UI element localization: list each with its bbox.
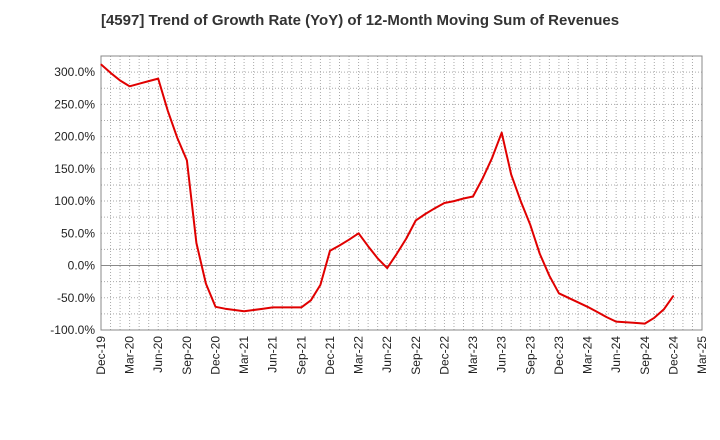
data-point (548, 275, 550, 277)
data-point (357, 232, 360, 234)
x-tick-label: Dec-24 (666, 336, 680, 375)
data-point (529, 224, 531, 226)
x-tick-label: Mar-21 (237, 336, 251, 374)
data-point (453, 200, 455, 202)
x-tick-label: Jun-22 (380, 336, 394, 373)
x-tick-label: Mar-20 (123, 336, 137, 374)
y-tick-label: 200.0% (54, 130, 95, 144)
data-point (596, 311, 598, 313)
data-point (224, 308, 226, 310)
data-point (625, 321, 627, 323)
x-tick-label: Dec-22 (437, 336, 451, 375)
data-point (176, 137, 178, 139)
data-point (109, 72, 112, 74)
data-point (195, 242, 197, 244)
chart-title: [4597] Trend of Growth Rate (YoY) of 12-… (100, 12, 620, 29)
x-tick-label: Jun-24 (609, 336, 623, 373)
y-tick-label: 0.0% (68, 259, 96, 273)
x-tick-label: Sep-22 (409, 336, 423, 375)
x-tick-label: Mar-23 (466, 336, 480, 374)
data-point (586, 306, 589, 308)
x-tick-label: Jun-21 (266, 336, 280, 373)
y-tick-label: -100.0% (50, 323, 95, 337)
data-point (462, 197, 465, 200)
data-point (262, 308, 264, 310)
data-point (310, 299, 312, 301)
data-point (501, 132, 503, 134)
data-point (253, 309, 255, 311)
data-point (520, 200, 522, 202)
data-point (472, 195, 474, 198)
data-point (539, 253, 541, 255)
x-tick-label: Dec-20 (208, 336, 222, 375)
data-point (396, 253, 398, 255)
data-point (119, 79, 121, 82)
data-point (606, 316, 608, 318)
data-point (558, 292, 560, 294)
data-point (281, 306, 283, 309)
data-point (338, 244, 341, 247)
data-point (329, 250, 331, 252)
data-point (377, 257, 379, 260)
data-point (653, 317, 655, 319)
data-point (129, 85, 131, 87)
x-tick-label: Sep-21 (294, 336, 308, 375)
data-point (272, 306, 274, 309)
data-point (167, 110, 169, 112)
plot-area (100, 55, 703, 331)
y-tick-label: -50.0% (57, 291, 95, 305)
x-tick-label: Sep-20 (180, 336, 194, 375)
data-point (634, 322, 636, 324)
data-point (386, 267, 388, 269)
x-tick-label: Mar-22 (352, 336, 366, 374)
y-tick-label: 100.0% (54, 194, 95, 208)
data-point (510, 174, 512, 176)
data-point (214, 306, 217, 308)
x-tick-label: Dec-21 (323, 336, 337, 375)
data-point (186, 159, 188, 162)
data-point (663, 308, 665, 310)
data-point (319, 284, 322, 286)
data-point (672, 295, 674, 297)
data-point (100, 63, 102, 65)
data-point (405, 237, 407, 240)
data-point (148, 80, 150, 82)
data-point (424, 213, 426, 215)
x-tick-label: Jun-23 (495, 336, 509, 373)
y-tick-label: 150.0% (54, 162, 95, 176)
y-tick-label: 50.0% (61, 226, 95, 240)
data-point (615, 321, 617, 323)
data-point (443, 202, 446, 204)
y-tick-label: 300.0% (54, 65, 95, 79)
x-tick-label: Sep-23 (523, 336, 537, 375)
data-point (291, 306, 293, 309)
x-tick-label: Sep-24 (638, 336, 652, 375)
x-tick-label: Dec-19 (94, 336, 108, 375)
data-point (367, 245, 369, 247)
data-point (348, 239, 350, 241)
data-point (434, 207, 436, 209)
data-point (577, 301, 579, 303)
data-point (644, 322, 646, 325)
data-point (233, 309, 236, 311)
x-tick-label: Jun-20 (151, 336, 165, 373)
x-tick-label: Mar-24 (581, 336, 595, 374)
data-point (138, 83, 140, 85)
y-axis-tick-labels: -100.0% -50.0% 0.0% 50.0% 100.0% 150.0% 200.0%… (50, 65, 95, 337)
data-point (567, 297, 570, 299)
data-point (243, 310, 245, 312)
series-line-group (100, 63, 675, 325)
x-tick-label: Mar-25 (695, 336, 709, 374)
data-point (205, 282, 207, 285)
data-point (300, 306, 302, 309)
x-tick-label: Dec-23 (552, 336, 566, 375)
grid-lines (101, 56, 702, 330)
data-point (481, 177, 484, 180)
data-point (157, 77, 159, 80)
data-point (491, 157, 493, 159)
x-axis-tick-labels: Dec-19 Mar-20 Jun-20 Sep-20 Dec-20 Mar-21 Jun-… (94, 336, 709, 375)
y-tick-label: 250.0% (54, 97, 95, 111)
data-point (415, 219, 417, 221)
